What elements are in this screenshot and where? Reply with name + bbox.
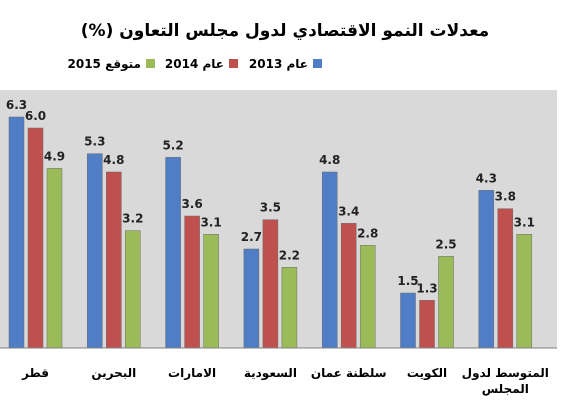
bar xyxy=(125,230,141,349)
plot-area xyxy=(0,90,557,348)
bar-value-label: 3.8 xyxy=(495,190,516,204)
x-axis-labels: قطر البحرين الامارات السعودية سلطنة عمان الكو… xyxy=(21,366,549,396)
bar-value-label: 2.8 xyxy=(357,226,378,240)
bar xyxy=(438,256,454,349)
x-axis-label: الامارات xyxy=(168,366,216,380)
bar-value-label: 3.6 xyxy=(181,197,202,211)
chart-title: معدلات النمو الاقتصادي لدول مجلس التعاون… xyxy=(81,21,489,41)
bar-value-label: 3.5 xyxy=(260,201,281,215)
bar-value-label: 2.2 xyxy=(279,248,300,262)
x-axis-label: الكويت xyxy=(407,366,447,381)
bar-value-label: 4.8 xyxy=(103,153,124,167)
legend: عام 2013 عام 2014 متوقع 2015 xyxy=(68,57,322,72)
bar xyxy=(419,300,435,349)
bar xyxy=(497,208,514,349)
bar-value-label: 2.7 xyxy=(241,230,262,244)
value-labels-layer: 6.36.0 4.9 5.3 4.8 3.2 5.2 3.6 3.1 2.7 3.5 2.2 4.8 3… xyxy=(6,98,535,295)
bar-value-label: 3.1 xyxy=(514,215,535,229)
x-axis-label: قطر xyxy=(21,366,49,380)
bar xyxy=(46,168,63,349)
bar xyxy=(203,234,219,349)
legend-swatch xyxy=(313,59,322,68)
bar xyxy=(516,234,533,349)
bar-value-label: 6.3 xyxy=(6,98,27,112)
bars-layer xyxy=(8,116,533,349)
bar xyxy=(106,171,122,349)
bar xyxy=(27,127,44,349)
bar xyxy=(184,215,200,349)
bar-value-label: 5.2 xyxy=(162,138,183,152)
bar xyxy=(340,223,357,349)
bar xyxy=(478,190,495,349)
bar xyxy=(87,153,103,349)
x-axis-label: سلطنة عمان xyxy=(311,366,387,380)
bar xyxy=(262,219,279,349)
legend-label: عام 2013 xyxy=(249,57,308,72)
bar xyxy=(321,171,338,349)
bar xyxy=(243,248,260,349)
bar-value-label: 1.3 xyxy=(416,281,437,295)
bar-value-label: 2.5 xyxy=(435,237,456,251)
legend-swatch xyxy=(229,59,238,68)
bar-value-label: 4.9 xyxy=(44,149,65,163)
bar-value-label: 3.4 xyxy=(338,204,359,218)
bar xyxy=(165,157,181,349)
legend-label: عام 2014 xyxy=(165,57,224,72)
bar-value-label: 6.0 xyxy=(25,109,46,123)
bar-value-label: 4.8 xyxy=(319,153,340,167)
legend-label: متوقع 2015 xyxy=(68,57,142,72)
legend-swatch xyxy=(146,59,155,68)
bar-value-label: 5.3 xyxy=(84,135,105,149)
bar-value-label: 3.1 xyxy=(200,215,221,229)
bar xyxy=(400,292,416,349)
x-axis-label: البحرين xyxy=(91,366,136,380)
bar xyxy=(8,116,25,349)
bar-value-label: 4.3 xyxy=(476,171,497,185)
bar-value-label: 1.5 xyxy=(397,274,418,288)
bar-value-label: 3.2 xyxy=(122,212,143,226)
x-axis-label: المتوسط لدول المجلس xyxy=(462,366,549,396)
bar xyxy=(359,245,376,349)
bar xyxy=(281,267,298,349)
x-axis-label: السعودية xyxy=(244,366,297,381)
